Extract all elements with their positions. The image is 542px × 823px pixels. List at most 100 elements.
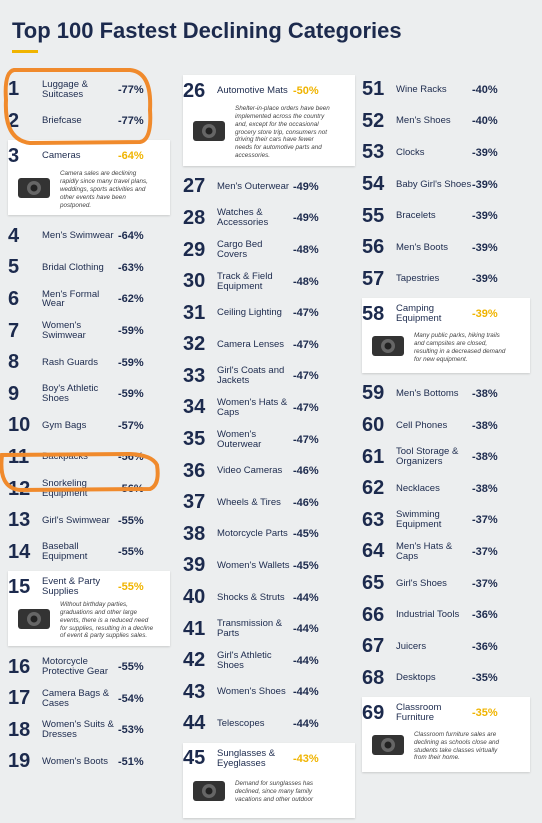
item-row: 28 Watches & Accessories -49% [183,203,355,235]
category-name: Baby Girl's Shoes [396,178,472,190]
rank: 26 [183,79,206,102]
change: -49% [293,180,319,193]
item-row: 37 Wheels & Tires -46% [183,487,355,519]
change: -49% [293,212,319,225]
category-name: Motorcycle Parts [217,528,288,540]
rank: 40 [183,586,206,609]
change: -44% [293,591,319,604]
rank: 61 [362,445,385,468]
item-row: 10 Gym Bags -57% [8,410,170,442]
rank: 9 [8,382,20,405]
change: -39% [472,241,498,254]
category-name: Gym Bags [42,419,87,431]
rank: 41 [183,617,206,640]
category-name: Wheels & Tires [217,496,281,508]
change: -53% [118,724,144,737]
rank: 6 [8,287,20,310]
change: -37% [472,545,498,558]
icon [368,328,408,367]
featured-card: 45 Sunglasses & Eyeglasses -43% Demand for … [183,742,355,818]
change: -55% [118,661,144,674]
item-row: 41 Transmission & Parts -44% [183,613,355,645]
rank: 57 [362,267,385,290]
change: -38% [472,387,498,400]
rank: 43 [183,680,206,703]
item-row: 61 Tool Storage & Organizers -38% [362,441,530,473]
item-row: 69 Classroom Furniture -35% [362,699,526,727]
category-name: Tapestries [396,273,440,285]
card-body: Classroom furniture sales are declining … [362,727,526,766]
featured-card: 58 Camping Equipment -39% Many public parks… [362,298,530,374]
change: -51% [118,755,144,768]
rank: 37 [183,491,206,514]
item-row: 19 Women's Boots -51% [8,746,170,778]
category-name: Men's Outerwear [217,180,290,192]
item-row: 34 Women's Hats & Caps -47% [183,392,355,424]
rank: 68 [362,666,385,689]
change: -57% [118,419,144,432]
category-name: Women's Boots [42,755,109,767]
change: -47% [293,370,319,383]
change: -44% [293,654,319,667]
category-name: Boy's Athletic Shoes [42,383,99,405]
change: -44% [293,686,319,699]
item-row: 11 Backpacks -56% [8,442,170,474]
icon-graphic [193,121,225,141]
rank: 32 [183,333,206,356]
category-name: Backpacks [42,451,88,463]
item-row: 6 Men's Formal Wear -62% [8,284,170,316]
item-row: 45 Sunglasses & Eyeglasses -43% [183,745,351,773]
category-name: Briefcase [42,115,82,127]
featured-card: 26 Automotive Mats -50% Shelter-in-place or… [183,75,355,167]
change: -55% [118,514,144,527]
category-name: Watches & Accessories [217,207,269,229]
icon-graphic [372,336,404,357]
category-name: Industrial Tools [396,609,460,621]
change: -39% [472,178,498,191]
category-name: Shocks & Struts [217,591,285,603]
item-row: 8 Rash Guards -59% [8,347,170,379]
change: -77% [118,115,144,128]
item-row: 3 Cameras -64% [8,142,166,170]
item-row: 14 Baseball Equipment -55% [8,536,170,568]
category-name: Men's Swimwear [42,230,114,242]
change: -62% [118,293,144,306]
category-name: Luggage & Suitcases [42,78,88,100]
rank: 8 [8,351,20,374]
item-row: 63 Swimming Equipment -37% [362,505,530,537]
category-name: Transmission & Parts [217,618,283,640]
featured-card: 69 Classroom Furniture -35% Classroom furni… [362,697,530,773]
item-row: 5 Bridal Clothing -63% [8,252,170,284]
category-name: Cell Phones [396,419,448,431]
description: Shelter-in-place orders have been implem… [235,105,330,160]
item-row: 33 Girl's Coats and Jackets -47% [183,361,355,393]
rank: 10 [8,414,31,437]
item-row: 57 Tapestries -39% [362,264,530,296]
change: -50% [293,85,319,97]
change: -77% [118,83,144,96]
rank: 18 [8,718,31,741]
category-name: Men's Bottoms [396,387,459,399]
rank: 12 [8,477,31,500]
rank: 45 [183,747,206,770]
icon-graphic [18,178,50,199]
rank: 15 [8,575,31,598]
change: -38% [472,419,498,432]
change: -37% [472,514,498,527]
change: -46% [293,465,319,478]
rank: 7 [8,319,20,342]
rank: 58 [362,302,385,325]
item-row: 18 Women's Suits & Dresses -53% [8,715,170,747]
category-name: Rash Guards [42,356,98,368]
category-name: Women's Wallets [217,559,290,571]
change: -46% [293,496,319,509]
change: -44% [293,717,319,730]
category-name: Girl's Coats and Jackets [217,365,285,387]
item-row: 56 Men's Boots -39% [362,232,530,264]
change: -39% [472,210,498,223]
rank: 66 [362,603,385,626]
item-row: 66 Industrial Tools -36% [362,599,530,631]
category-name: Camera Bags & Cases [42,687,110,709]
item-row: 16 Motorcycle Protective Gear -55% [8,651,170,683]
icon [14,170,54,209]
